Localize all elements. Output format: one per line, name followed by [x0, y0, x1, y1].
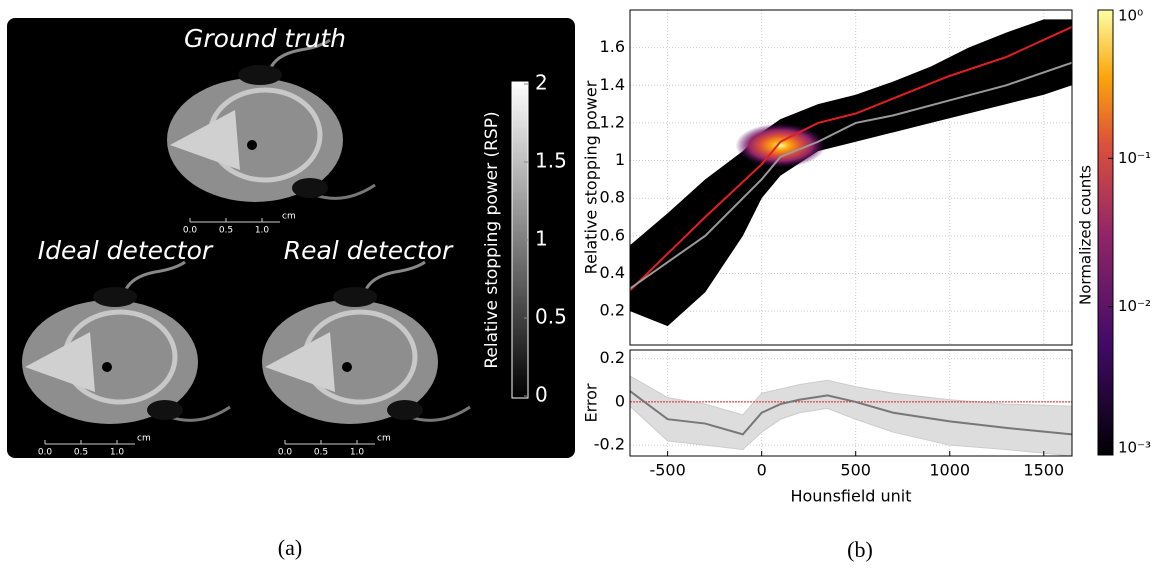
cavity — [247, 140, 257, 150]
y-tick-label: 0.6 — [600, 225, 625, 244]
tail — [169, 405, 231, 422]
tail — [314, 183, 376, 200]
colorbar-tick-label: 10⁻¹ — [1118, 149, 1151, 167]
cavity — [93, 287, 137, 307]
colorbar-tick-label: 10⁻² — [1118, 297, 1151, 315]
y-tick-label: 0.2 — [600, 348, 625, 367]
y-tick-label: 1 — [615, 150, 625, 169]
caption: (b) — [847, 537, 873, 562]
scale-label: 1.0 — [350, 448, 365, 458]
colorbar-label: Normalized counts — [1077, 165, 1095, 305]
y-tick-label: 0.8 — [600, 188, 625, 207]
tail — [123, 260, 186, 293]
image-title: Real detector — [284, 236, 454, 265]
snout — [25, 332, 95, 392]
colorbar-tick-label: 1 — [535, 227, 548, 251]
image-title: Ground truth — [184, 24, 346, 53]
y-tick-label: 0 — [615, 391, 625, 410]
x-tick-label: 1000 — [929, 461, 970, 480]
cavity — [147, 400, 183, 420]
colorbar-tick-label: 0 — [535, 383, 548, 407]
x-axis-label: Hounsfield unit — [790, 487, 911, 506]
scale-label: 0.5 — [74, 448, 88, 458]
cavity — [238, 65, 282, 85]
y-axis-label: Relative stopping power — [582, 80, 601, 274]
density-colorbar — [1097, 9, 1114, 456]
tail — [363, 260, 426, 293]
colorbar-tick-label: 0.5 — [535, 305, 567, 329]
scale-unit: cm — [137, 434, 151, 444]
scale-unit: cm — [282, 212, 296, 222]
tail — [409, 405, 471, 422]
scale-label: 0.0 — [278, 448, 293, 458]
density-peak — [735, 123, 826, 168]
scale-label: 1.0 — [255, 226, 270, 236]
fit-line — [629, 26, 1073, 292]
colorbar-tick-label: 2 — [535, 71, 548, 95]
x-tick-label: 1500 — [1023, 461, 1064, 480]
snout — [170, 110, 240, 170]
scale-label: 0.5 — [219, 226, 233, 236]
image-title: Ideal detector — [38, 236, 214, 265]
y-tick-label: 0.2 — [600, 301, 625, 320]
axes-frame — [629, 9, 1073, 346]
y-tick-label: -0.2 — [594, 435, 625, 454]
axes-frame — [629, 349, 1073, 457]
y-tick-label: 1.6 — [600, 37, 625, 56]
snout — [265, 332, 335, 392]
tail — [268, 38, 331, 71]
caption: (a) — [278, 535, 302, 560]
cavity — [292, 178, 328, 198]
x-tick-label: -500 — [649, 461, 685, 480]
cavity — [102, 362, 112, 372]
x-tick-label: 0 — [757, 461, 767, 480]
scatter-cloud — [630, 19, 1072, 327]
colorbar-tick-label: 10⁻³ — [1118, 439, 1151, 457]
y-tick-label: 1.2 — [600, 112, 625, 131]
fit-line — [629, 61, 1073, 290]
colorbar-tick-label: 1.5 — [535, 149, 567, 173]
colorbar-label: Relative stopping power (RSP) — [482, 111, 502, 368]
error-line — [629, 390, 1073, 436]
cavity — [387, 400, 423, 420]
scale-label: 0.0 — [38, 448, 53, 458]
x-tick-label: 500 — [840, 461, 871, 480]
colorbar-tick-label: 10⁰ — [1118, 7, 1143, 25]
y-tick-label: 1.4 — [600, 75, 625, 94]
ct-scans — [22, 38, 471, 445]
y-tick-label: 0.4 — [600, 263, 625, 282]
scale-unit: cm — [377, 434, 391, 444]
cavity — [342, 362, 352, 372]
scale-label: 0.5 — [314, 448, 328, 458]
cavity — [333, 287, 377, 307]
scale-label: 0.0 — [183, 226, 198, 236]
scale-label: 1.0 — [110, 448, 125, 458]
y-axis-label: Error — [582, 383, 601, 422]
